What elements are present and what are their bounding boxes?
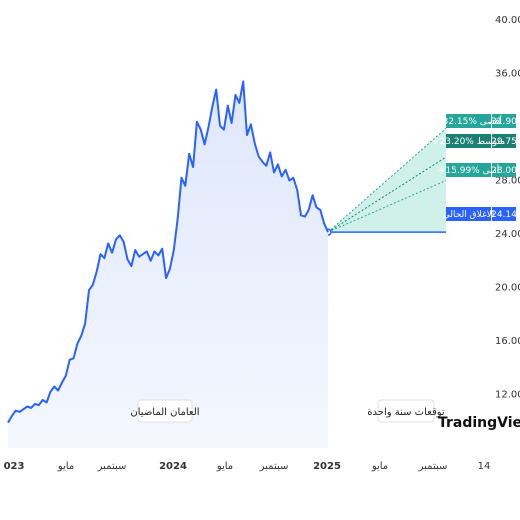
y-axis: 12.00 16.00 20.00 24.00 28.00 36.00 40.00 (495, 15, 520, 401)
forecast-tag-label-bg (446, 114, 491, 128)
forecast-tag-value: 31.90 (491, 117, 517, 127)
x-tick-label: مايو (57, 461, 74, 472)
forecast-tag-label: +32.15% أقصى (435, 115, 502, 127)
tradingview-logo: TradingView (438, 415, 520, 431)
forecast-tag-value-bg (492, 163, 516, 177)
x-tick-label: 2025 (313, 461, 341, 472)
x-tick-label: مايو (371, 461, 388, 472)
y-tick-label: 20.00 (495, 283, 520, 294)
past-period-label: العامان الماضيان (130, 407, 199, 418)
forecast-layer (324, 127, 447, 236)
x-tick-label: سبتمبر (97, 461, 127, 472)
forecast-line (327, 156, 447, 233)
y-tick-label: 28.00 (495, 176, 520, 187)
y-tick-label: 16.00 (495, 336, 520, 347)
x-tick-label: سبتمبر (259, 461, 289, 472)
y-tick-label: 24.00 (495, 229, 520, 240)
forecast-tag-label-bg (446, 163, 491, 177)
forecast-tag-label: +23.20% متوسط (432, 137, 505, 147)
price-line (7, 80, 329, 424)
x-tick-label: 2024 (159, 461, 187, 472)
y-tick-label: 12.00 (495, 390, 520, 401)
current-price-tag-label-bg (446, 207, 491, 221)
y-tick-label: 36.00 (495, 69, 520, 80)
current-price-tag-value-bg (492, 207, 516, 221)
forecast-tag-value-bg (492, 114, 516, 128)
forecast-tag-value-bg (492, 134, 516, 148)
past-period-annotation: العامان الماضيان (130, 399, 200, 423)
current-price-tag-label: الاغلاق الحالي (443, 210, 495, 220)
current-price-tag-value: 24.14 (491, 210, 517, 220)
forecast-line (327, 180, 447, 233)
x-axis: 023 مايو سبتمبر 2024 مايو سبتمبر 2025 مايو سبتمب… (4, 461, 491, 472)
x-tick-label: 14 (478, 461, 491, 472)
x-tick-label: مايو (216, 461, 233, 472)
area-layer (8, 81, 328, 448)
future-period-label: توقعات سنة واحدة (367, 407, 445, 418)
future-period-annotation: توقعات سنة واحدة (367, 399, 445, 423)
forecast-tag-label: +15.99% أدنى (438, 164, 499, 176)
forecast-tag-value: 29.75 (491, 137, 517, 147)
y-tick-label: 40.00 (495, 15, 520, 26)
price-area (8, 81, 328, 448)
logo-text: TradingView (438, 415, 520, 431)
forecast-tag-value: 28.00 (491, 166, 517, 176)
x-tick-label: سبتمبر (418, 461, 448, 472)
x-tick-label: 023 (4, 461, 25, 472)
price-line-layer (7, 80, 329, 424)
forecast-tag-label-bg (446, 134, 491, 148)
